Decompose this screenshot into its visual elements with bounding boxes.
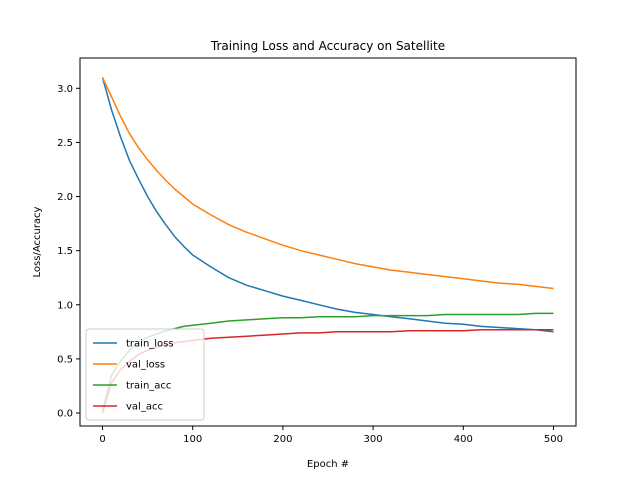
x-tick-label: 0 <box>99 434 105 445</box>
series-line-train-loss <box>101 77 554 333</box>
legend-label: train_acc <box>126 381 171 392</box>
x-tick-label: 500 <box>544 434 563 445</box>
y-tick-label: 1.0 <box>57 300 73 311</box>
y-tick-label: 1.5 <box>57 246 73 257</box>
y-tick-label: 3.0 <box>57 84 73 95</box>
y-axis: 0.0 0.5 1.0 1.5 2.0 2.5 3.0 <box>57 84 80 420</box>
legend: train_loss val_loss train_acc val_acc <box>85 328 205 421</box>
y-axis-label: Loss/Accuracy <box>32 206 43 277</box>
series-line-val-loss <box>101 77 554 290</box>
legend-label: val_acc <box>126 402 163 413</box>
x-tick-label: 400 <box>454 434 473 445</box>
x-tick-label: 200 <box>273 434 292 445</box>
x-axis-label: Epoch # <box>307 459 349 470</box>
legend-box <box>85 328 205 421</box>
legend-label: train_loss <box>126 339 174 350</box>
chart-title: Training Loss and Accuracy on Satellite <box>210 39 445 53</box>
legend-label: val_loss <box>126 360 165 371</box>
x-tick-label: 100 <box>183 434 202 445</box>
y-tick-label: 2.5 <box>57 138 73 149</box>
y-tick-label: 0.0 <box>57 409 73 420</box>
x-axis: 0 100 200 300 400 500 <box>99 426 563 445</box>
x-tick-label: 300 <box>364 434 383 445</box>
axes-frame <box>79 57 577 427</box>
y-tick-label: 2.0 <box>57 192 73 203</box>
y-tick-label: 0.5 <box>57 354 73 365</box>
